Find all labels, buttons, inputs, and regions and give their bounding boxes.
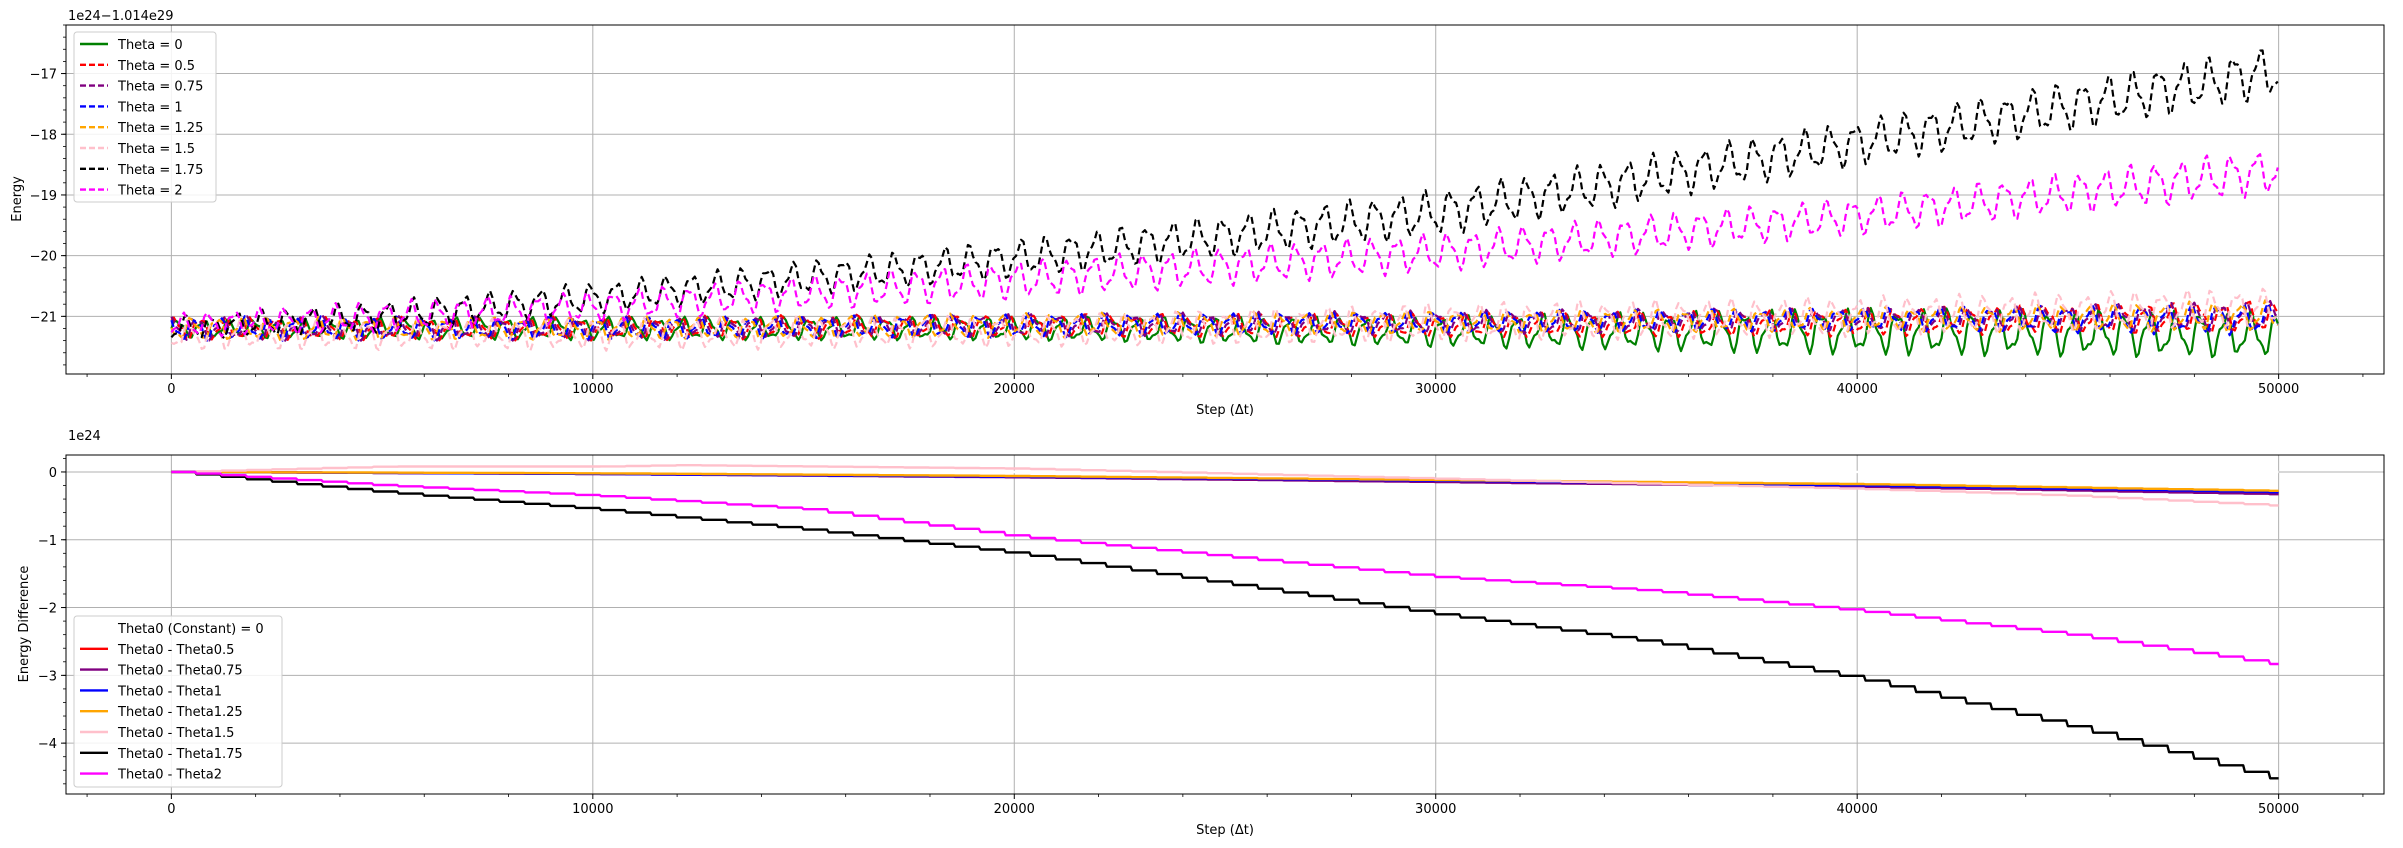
energy-y-tick-label: −18 — [30, 128, 57, 143]
energy-difference-x-tick-label: 20000 — [994, 802, 1035, 817]
energy-difference-x-tick-label: 50000 — [2258, 802, 2299, 817]
energy-x-tick-label: 30000 — [1415, 382, 1456, 397]
energy-difference-y-tick-label: −1 — [38, 534, 57, 549]
energy-difference-series-line — [171, 470, 2279, 780]
energy-difference-x-tick-label: 0 — [167, 802, 175, 817]
energy-difference-legend-label: Theta0 - Theta1.75 — [117, 747, 243, 762]
energy-y-tick-label: −19 — [30, 189, 57, 204]
energy-legend-label: Theta = 0.75 — [117, 80, 203, 95]
energy-x-tick-label: 20000 — [994, 382, 1035, 397]
energy-difference-legend: Theta0 (Constant) = 0 Theta0 - Theta0.5 Th… — [73, 615, 283, 788]
energy-difference-series-line — [171, 464, 2279, 507]
energy-difference-legend-label: Theta0 - Theta1 — [117, 684, 222, 699]
energy-legend-label: Theta = 1.75 — [117, 163, 203, 178]
energy-series-line — [170, 49, 2279, 340]
energy-difference-legend-label: Theta0 - Theta2 — [117, 768, 222, 783]
energy-difference-y-tick-label: −4 — [38, 737, 57, 752]
energy-series-line — [170, 299, 2279, 342]
energy-difference-x-tick-label: 40000 — [1837, 802, 1878, 817]
energy-difference-legend-box — [73, 615, 283, 788]
energy-offset-text: 1e24−1.014e29 — [68, 9, 173, 24]
energy-series — [170, 49, 2279, 359]
energy-difference-chart: 0 10000 20000 30000 40000 50000 0 −1 −2 −3 −4 1e24… — [17, 429, 2385, 838]
energy-difference-legend-label: Theta0 (Constant) = 0 — [117, 622, 264, 637]
energy-series-line — [170, 300, 2279, 342]
energy-x-tick-label: 50000 — [2258, 382, 2299, 397]
energy-difference-x-axis-label: Step (Δt) — [1196, 823, 1254, 838]
energy-difference-legend-label: Theta0 - Theta0.75 — [117, 664, 243, 679]
energy-difference-axes-frame — [65, 454, 2385, 795]
energy-legend-label: Theta = 2 — [117, 184, 183, 199]
energy-series-line — [170, 287, 2279, 352]
energy-legend-box — [73, 31, 217, 203]
energy-x-tick-label: 40000 — [1837, 382, 1878, 397]
energy-legend-label: Theta = 1 — [117, 100, 183, 115]
energy-axes-frame — [65, 24, 2385, 375]
energy-x-axis-label: Step (Δt) — [1196, 403, 1254, 418]
energy-chart: 0 10000 20000 30000 40000 50000 −17 −18 −19 −20 −2… — [10, 9, 2385, 418]
energy-legend-label: Theta = 0 — [117, 38, 183, 53]
energy-y-tick-label: −20 — [30, 250, 57, 265]
energy-difference-x-tick-label: 10000 — [572, 802, 613, 817]
energy-difference-offset-text: 1e24 — [68, 429, 101, 444]
energy-difference-y-tick-label: −2 — [38, 602, 57, 617]
energy-difference-series-line — [171, 470, 2279, 492]
energy-difference-series — [171, 464, 2279, 780]
energy-y-tick-label: −21 — [30, 310, 57, 325]
energy-x-tick-label: 0 — [167, 382, 175, 397]
energy-y-axis-label: Energy — [10, 176, 25, 222]
energy-legend-label: Theta = 1.25 — [117, 121, 203, 136]
energy-x-tick-label: 10000 — [572, 382, 613, 397]
energy-difference-y-tick-label: 0 — [49, 466, 57, 481]
energy-legend: Theta = 0 Theta = 0.5 Theta = 0.75 Theta = … — [73, 31, 217, 203]
energy-difference-series-line — [171, 470, 2279, 666]
energy-legend-label: Theta = 1.5 — [117, 142, 195, 157]
energy-difference-y-tick-label: −3 — [38, 669, 57, 684]
energy-difference-legend-label: Theta0 - Theta1.25 — [117, 705, 243, 720]
energy-difference-x-tick-label: 30000 — [1415, 802, 1456, 817]
energy-y-tick-label: −17 — [30, 68, 57, 83]
energy-difference-ticks: 0 10000 20000 30000 40000 50000 0 −1 −2 −3 −4 — [38, 457, 2364, 817]
energy-ticks: 0 10000 20000 30000 40000 50000 −17 −18 −19 −20 −2… — [30, 24, 2364, 397]
energy-difference-y-axis-label: Energy Difference — [17, 566, 32, 683]
energy-legend-label: Theta = 0.5 — [117, 59, 195, 74]
energy-difference-legend-label: Theta0 - Theta1.5 — [117, 726, 234, 741]
energy-series-line — [170, 153, 2279, 338]
energy-difference-legend-label: Theta0 - Theta0.5 — [117, 643, 234, 658]
